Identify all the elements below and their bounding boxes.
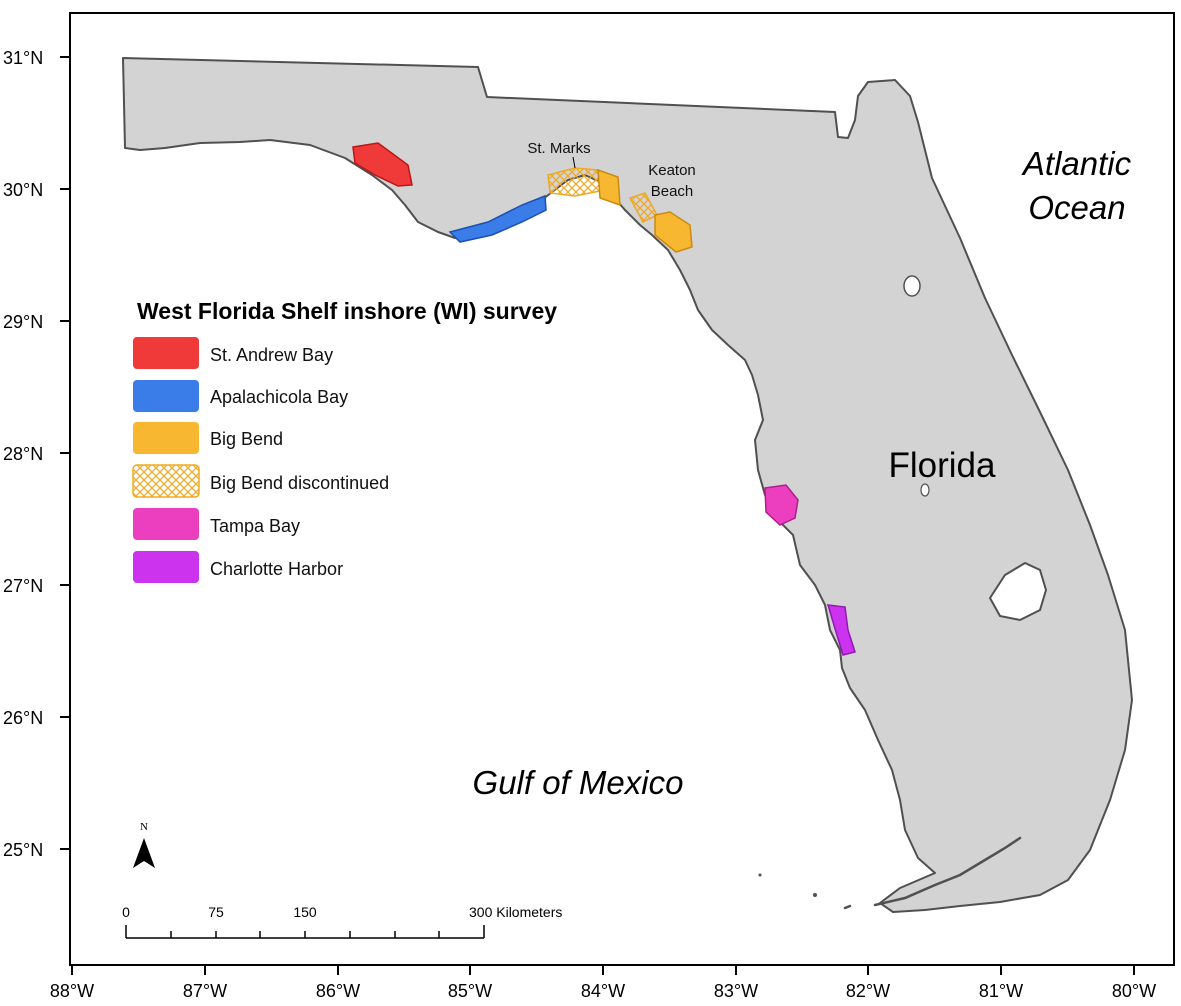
keaton-beach-label-line2: Beach <box>651 183 694 200</box>
lon-label-88: 88°W <box>50 981 94 1001</box>
lake-okeechobee <box>988 561 1048 622</box>
scale-label-300: 300 Kilometers <box>469 904 562 920</box>
area-tampa-bay <box>764 484 799 526</box>
lon-label-83: 83°W <box>714 981 758 1001</box>
legend-swatch-st-andrew-bay <box>133 337 199 369</box>
lon-label-85: 85°W <box>448 981 492 1001</box>
lat-label-31: 31°N <box>3 48 43 68</box>
st-marks-leader <box>572 156 576 169</box>
inland-lake <box>920 483 930 497</box>
legend-label-big-bend-discontinued: Big Bend discontinued <box>210 473 389 493</box>
legend-label-tampa-bay: Tampa Bay <box>210 516 300 536</box>
area-charlotte-harbor <box>826 604 856 656</box>
north-arrow-icon <box>133 838 155 868</box>
legend-swatch-big-bend-discontinued <box>132 464 200 498</box>
lat-label-25: 25°N <box>3 840 43 860</box>
lat-label-26: 26°N <box>3 708 43 728</box>
lon-label-80: 80°W <box>1112 981 1156 1001</box>
lat-ticks <box>60 56 70 850</box>
north-arrow-label: N <box>140 821 148 833</box>
area-st-andrew-bay <box>352 142 413 187</box>
legend-swatch-tampa-bay <box>133 508 199 540</box>
area-big-bend-2 <box>654 211 693 253</box>
legend-swatch-charlotte-harbor <box>133 551 199 583</box>
lon-label-86: 86°W <box>316 981 360 1001</box>
legend-label-charlotte-harbor: Charlotte Harbor <box>210 559 343 579</box>
florida-keys <box>843 836 1022 910</box>
lat-label-30: 30°N <box>3 180 43 200</box>
lon-label-82: 82°W <box>846 981 890 1001</box>
st-marks-label: St. Marks <box>527 140 590 157</box>
legend-label-big-bend: Big Bend <box>210 429 283 449</box>
area-apalachicola-bay <box>448 194 547 243</box>
lon-label-84: 84°W <box>581 981 625 1001</box>
legend: West Florida Shelf inshore (WI) survey S… <box>132 298 557 583</box>
area-big-bend-1 <box>597 168 621 207</box>
florida-label: Florida <box>889 446 997 485</box>
legend-label-st-andrew-bay: St. Andrew Bay <box>210 345 333 365</box>
lon-ticks <box>71 965 1135 975</box>
legend-label-apalachicola-bay: Apalachicola Bay <box>210 387 348 407</box>
north-arrow: N <box>133 821 155 868</box>
lat-label-29: 29°N <box>3 312 43 332</box>
keaton-beach-label-line1: Keaton <box>648 162 696 179</box>
atlantic-ocean-label-line1: Atlantic <box>1021 145 1132 182</box>
inland-lake <box>903 275 921 297</box>
legend-title: West Florida Shelf inshore (WI) survey <box>137 298 557 324</box>
scale-label-150: 150 <box>293 904 317 920</box>
gulf-of-mexico-label: Gulf of Mexico <box>473 764 684 801</box>
legend-swatch-big-bend <box>133 422 199 454</box>
lat-label-27: 27°N <box>3 576 43 596</box>
lat-label-28: 28°N <box>3 444 43 464</box>
scale-bar <box>125 925 485 939</box>
atlantic-ocean-label-line2: Ocean <box>1028 189 1125 226</box>
scale-label-0: 0 <box>122 904 130 920</box>
lon-label-81: 81°W <box>979 981 1023 1001</box>
lon-label-87: 87°W <box>183 981 227 1001</box>
legend-swatch-apalachicola-bay <box>133 380 199 412</box>
scale-label-75: 75 <box>208 904 224 920</box>
